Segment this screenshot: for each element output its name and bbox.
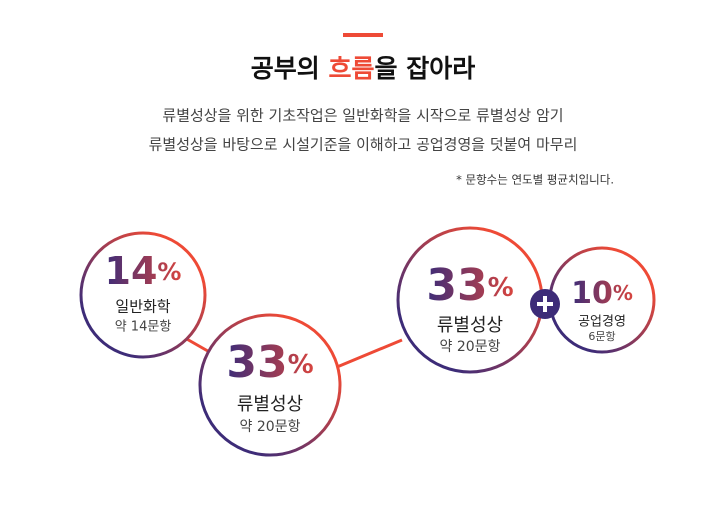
percent-unit: % — [157, 258, 181, 286]
percent-unit: % — [488, 273, 514, 303]
step-circle — [198, 313, 342, 457]
step-percent: 33% — [426, 260, 513, 311]
step-percent: 10% — [571, 276, 633, 311]
description: 류별성상을 위한 기초작업은 일반화학을 시작으로 류별성상 암기 — [162, 107, 563, 125]
percent-number: 33 — [426, 260, 487, 311]
step-percent: 33% — [226, 337, 313, 388]
percent-unit: % — [288, 350, 314, 380]
step-count: 약 20문항 — [440, 339, 501, 355]
step-circle — [79, 231, 207, 359]
step-count: 6문항 — [588, 330, 615, 343]
description: 류별성상을 바탕으로 시설기준을 이해하고 공업경영을 덧붙여 마무리 — [149, 136, 578, 154]
percent-unit: % — [613, 281, 633, 305]
title-part: 공부의 — [251, 54, 329, 83]
note: * 문항수는 연도별 평균치입니다. — [456, 173, 614, 187]
title-highlight: 흐름 — [328, 54, 374, 83]
percent-number: 14 — [105, 249, 158, 293]
step-label: 류별성상 — [237, 394, 303, 415]
accent-bar — [343, 33, 383, 37]
percent-number: 33 — [226, 337, 287, 388]
step-count: 약 20문항 — [240, 419, 301, 435]
title: 공부의 흐름을 잡아라 — [251, 54, 475, 83]
title-part: 을 잡아라 — [375, 54, 476, 83]
percent-number: 10 — [571, 276, 613, 311]
step-count: 약 14문항 — [115, 320, 172, 335]
step-label: 일반화학 — [115, 298, 170, 316]
step-label: 류별성상 — [437, 315, 503, 336]
connector — [336, 338, 403, 369]
step-label: 공업경영 — [578, 315, 626, 330]
step-percent: 14% — [105, 249, 182, 293]
plus-icon — [537, 296, 553, 312]
